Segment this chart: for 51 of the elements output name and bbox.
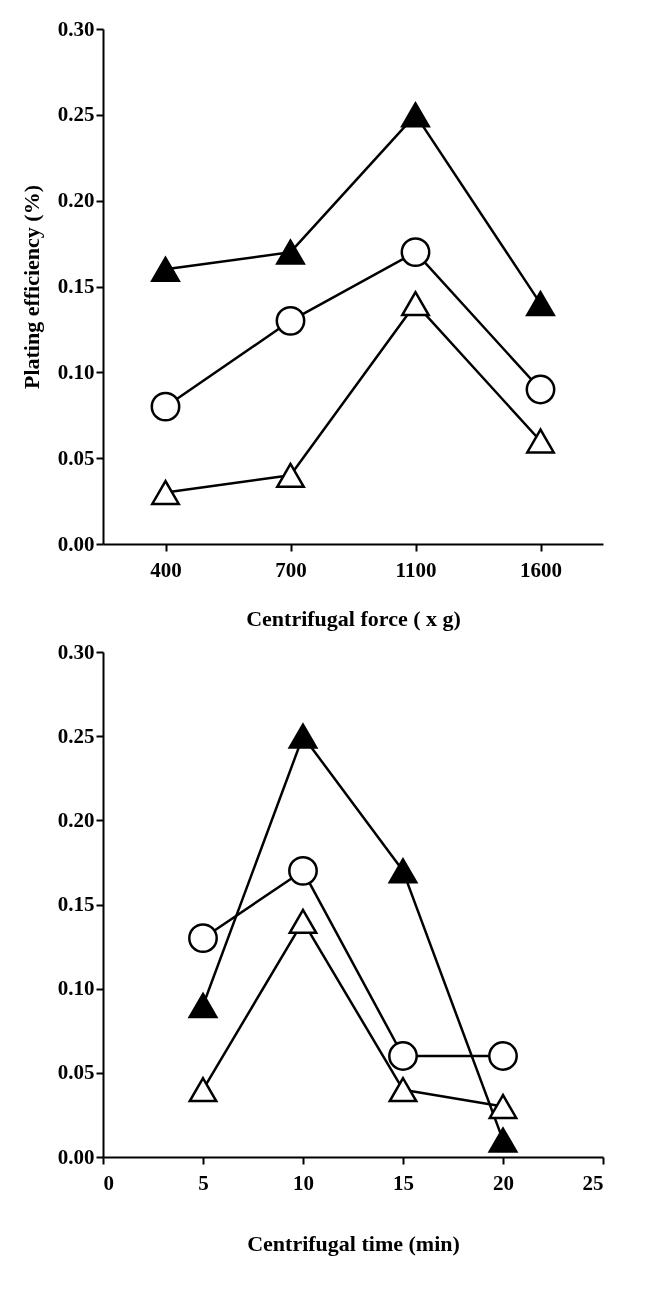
point xyxy=(288,855,318,886)
point xyxy=(526,290,555,317)
x-tick-label: 0 xyxy=(103,1170,114,1195)
point xyxy=(188,923,218,954)
y-tick-label: 0.10 xyxy=(57,359,95,384)
point xyxy=(388,1076,418,1103)
point xyxy=(276,239,305,265)
point xyxy=(488,1093,518,1120)
x-tick-label: 700 xyxy=(275,557,307,582)
point xyxy=(288,723,318,749)
x-axis-title: Centrifugal force ( x g) xyxy=(246,605,461,631)
y-tick-label: 0.30 xyxy=(57,16,95,41)
point xyxy=(288,908,318,935)
x-tick-label: 10 xyxy=(293,1170,314,1195)
point xyxy=(188,992,218,1019)
point xyxy=(151,479,180,506)
point xyxy=(526,428,555,454)
y-tick-label: 0.05 xyxy=(57,445,95,470)
y-tick-label: 0.05 xyxy=(57,1060,95,1085)
x-tick-label: 20 xyxy=(493,1170,514,1195)
point xyxy=(275,305,306,336)
point xyxy=(388,1041,418,1071)
y-tick-label: 0.20 xyxy=(57,188,95,213)
x-tick-label: 1100 xyxy=(395,557,437,582)
point xyxy=(401,290,430,317)
point xyxy=(488,1041,518,1071)
point xyxy=(276,462,305,489)
y-tick-label: 0.00 xyxy=(57,1144,95,1169)
y-tick-label: 0.15 xyxy=(57,892,95,916)
y-tick-label: 0.20 xyxy=(57,807,95,832)
point xyxy=(401,102,430,128)
x-tick-label: 25 xyxy=(582,1170,604,1195)
x-axis-title: Centrifugal time (min) xyxy=(247,1230,460,1256)
y-tick-label: 0.25 xyxy=(57,723,95,748)
x-tick-label: 1600 xyxy=(520,557,562,582)
point xyxy=(151,256,180,283)
point xyxy=(150,391,181,422)
point xyxy=(188,1076,218,1103)
y-tick-label: 0.30 xyxy=(57,639,95,664)
x-tick-label: 5 xyxy=(198,1170,209,1195)
y-axis-title: Plating efficiency (%) xyxy=(18,184,44,390)
point xyxy=(388,858,418,884)
y-tick-label: 0.15 xyxy=(57,274,95,298)
y-tick-label: 0.00 xyxy=(57,531,95,556)
x-tick-label: 400 xyxy=(150,557,182,582)
point xyxy=(400,237,431,268)
y-tick-label: 0.25 xyxy=(57,102,95,127)
point xyxy=(525,374,556,405)
x-tick-label: 15 xyxy=(393,1170,414,1195)
y-tick-label: 0.10 xyxy=(57,976,95,1001)
point xyxy=(488,1127,518,1153)
